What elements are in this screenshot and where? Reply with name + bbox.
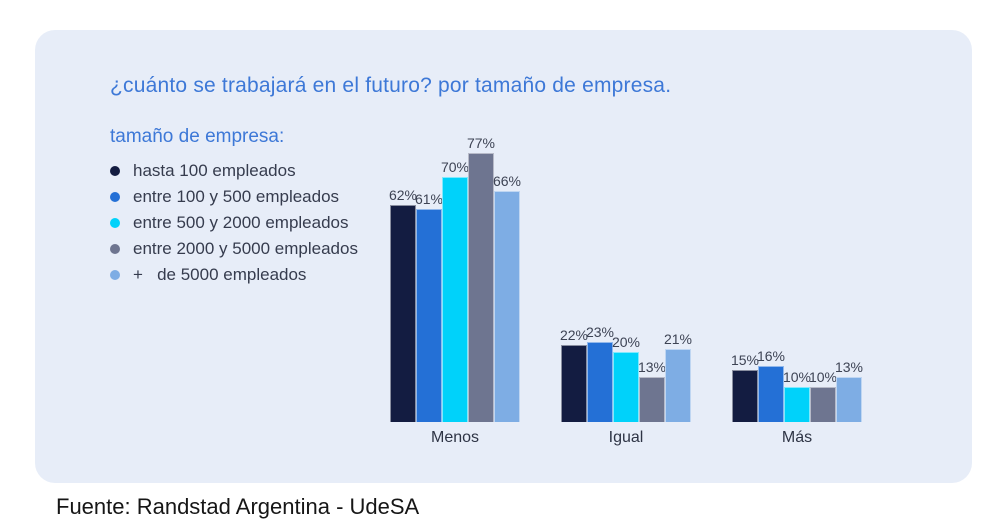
bar-value-label: 61% bbox=[414, 190, 444, 207]
bar: 15% bbox=[731, 352, 759, 422]
legend-dot bbox=[110, 166, 120, 176]
bar: 61% bbox=[415, 191, 443, 422]
source-footer: Fuente: Randstad Argentina - UdeSA bbox=[35, 483, 497, 530]
bar: 10% bbox=[783, 369, 811, 422]
bar-value-label: 13% bbox=[637, 358, 667, 375]
bar: 13% bbox=[638, 359, 666, 422]
bar-group-igual: 22% 23% 20% 13% 21% Igual bbox=[560, 324, 692, 448]
bars-row: 15% 16% 10% 10% 13% bbox=[731, 348, 863, 422]
category-label: Menos bbox=[430, 429, 480, 446]
legend-item-2: entre 500 y 2000 empleados bbox=[110, 213, 358, 232]
chart-title: ¿cuánto se trabajará en el futuro? por t… bbox=[110, 74, 672, 97]
bar-chart: 62% 61% 70% 77% 66% Menos 22% 23% 20% 13% 21% Igual… bbox=[389, 135, 863, 448]
legend-item-label: hasta 100 empleados bbox=[133, 161, 296, 180]
bar-value-label: 70% bbox=[440, 159, 470, 175]
bar-value-label: 23% bbox=[585, 323, 615, 340]
bar-group-menos: 62% 61% 70% 77% 66% Menos bbox=[389, 135, 521, 448]
bar-value-label: 20% bbox=[611, 334, 641, 350]
bar-value-label: 13% bbox=[834, 358, 864, 375]
bar: 66% bbox=[493, 173, 521, 422]
bars-row: 62% 61% 70% 77% 66% bbox=[389, 135, 521, 422]
bar: 13% bbox=[835, 359, 863, 422]
legend-item-label: entre 500 y 2000 empleados bbox=[133, 213, 349, 232]
legend-dot bbox=[110, 218, 120, 228]
bar-value-label: 16% bbox=[756, 348, 786, 364]
chart-card: ¿cuánto se trabajará en el futuro? por t… bbox=[35, 30, 972, 483]
legend-title: tamaño de empresa: bbox=[110, 126, 285, 147]
bar-value-label: 66% bbox=[492, 173, 522, 189]
legend: tamaño de empresa: hasta 100 empleados en… bbox=[110, 126, 358, 292]
bar-value-label: 10% bbox=[782, 369, 812, 385]
bar: 77% bbox=[467, 135, 495, 422]
bar: 23% bbox=[586, 324, 614, 422]
bar-group-mas: 15% 16% 10% 10% 13% Más bbox=[731, 348, 863, 447]
legend-item-label: entre 2000 y 5000 empleados bbox=[133, 239, 358, 258]
legend-dot bbox=[110, 244, 120, 254]
source-text: Fuente: Randstad Argentina - UdeSA bbox=[56, 493, 420, 519]
bar-value-label: 22% bbox=[559, 327, 589, 343]
category-label: Igual bbox=[608, 429, 644, 446]
bar: 16% bbox=[757, 348, 785, 422]
bar-value-label: 15% bbox=[730, 351, 760, 368]
legend-items: hasta 100 empleados entre 100 y 500 emple… bbox=[110, 161, 358, 284]
bar: 62% bbox=[389, 187, 417, 422]
bar-value-label: 10% bbox=[808, 369, 838, 385]
bar-value-label: 62% bbox=[388, 187, 418, 203]
legend-item-3: entre 2000 y 5000 empleados bbox=[110, 239, 358, 258]
legend-item-label: + de 5000 empleados bbox=[133, 265, 307, 284]
legend-item-label: entre 100 y 500 empleados bbox=[133, 187, 340, 206]
bar-value-label: 21% bbox=[663, 330, 693, 347]
legend-item-0: hasta 100 empleados bbox=[110, 161, 358, 180]
bar: 10% bbox=[809, 369, 837, 422]
legend-item-1: entre 100 y 500 empleados bbox=[110, 187, 358, 206]
legend-dot bbox=[110, 192, 120, 202]
legend-dot bbox=[110, 270, 120, 280]
bar: 21% bbox=[664, 331, 692, 422]
category-label: Más bbox=[781, 429, 813, 446]
bars-row: 22% 23% 20% 13% 21% bbox=[560, 324, 692, 422]
bar: 20% bbox=[612, 334, 640, 422]
legend-item-4: + de 5000 empleados bbox=[110, 265, 358, 284]
bar-value-label: 77% bbox=[466, 134, 496, 151]
bar: 70% bbox=[441, 159, 469, 422]
bar: 22% bbox=[560, 327, 588, 422]
